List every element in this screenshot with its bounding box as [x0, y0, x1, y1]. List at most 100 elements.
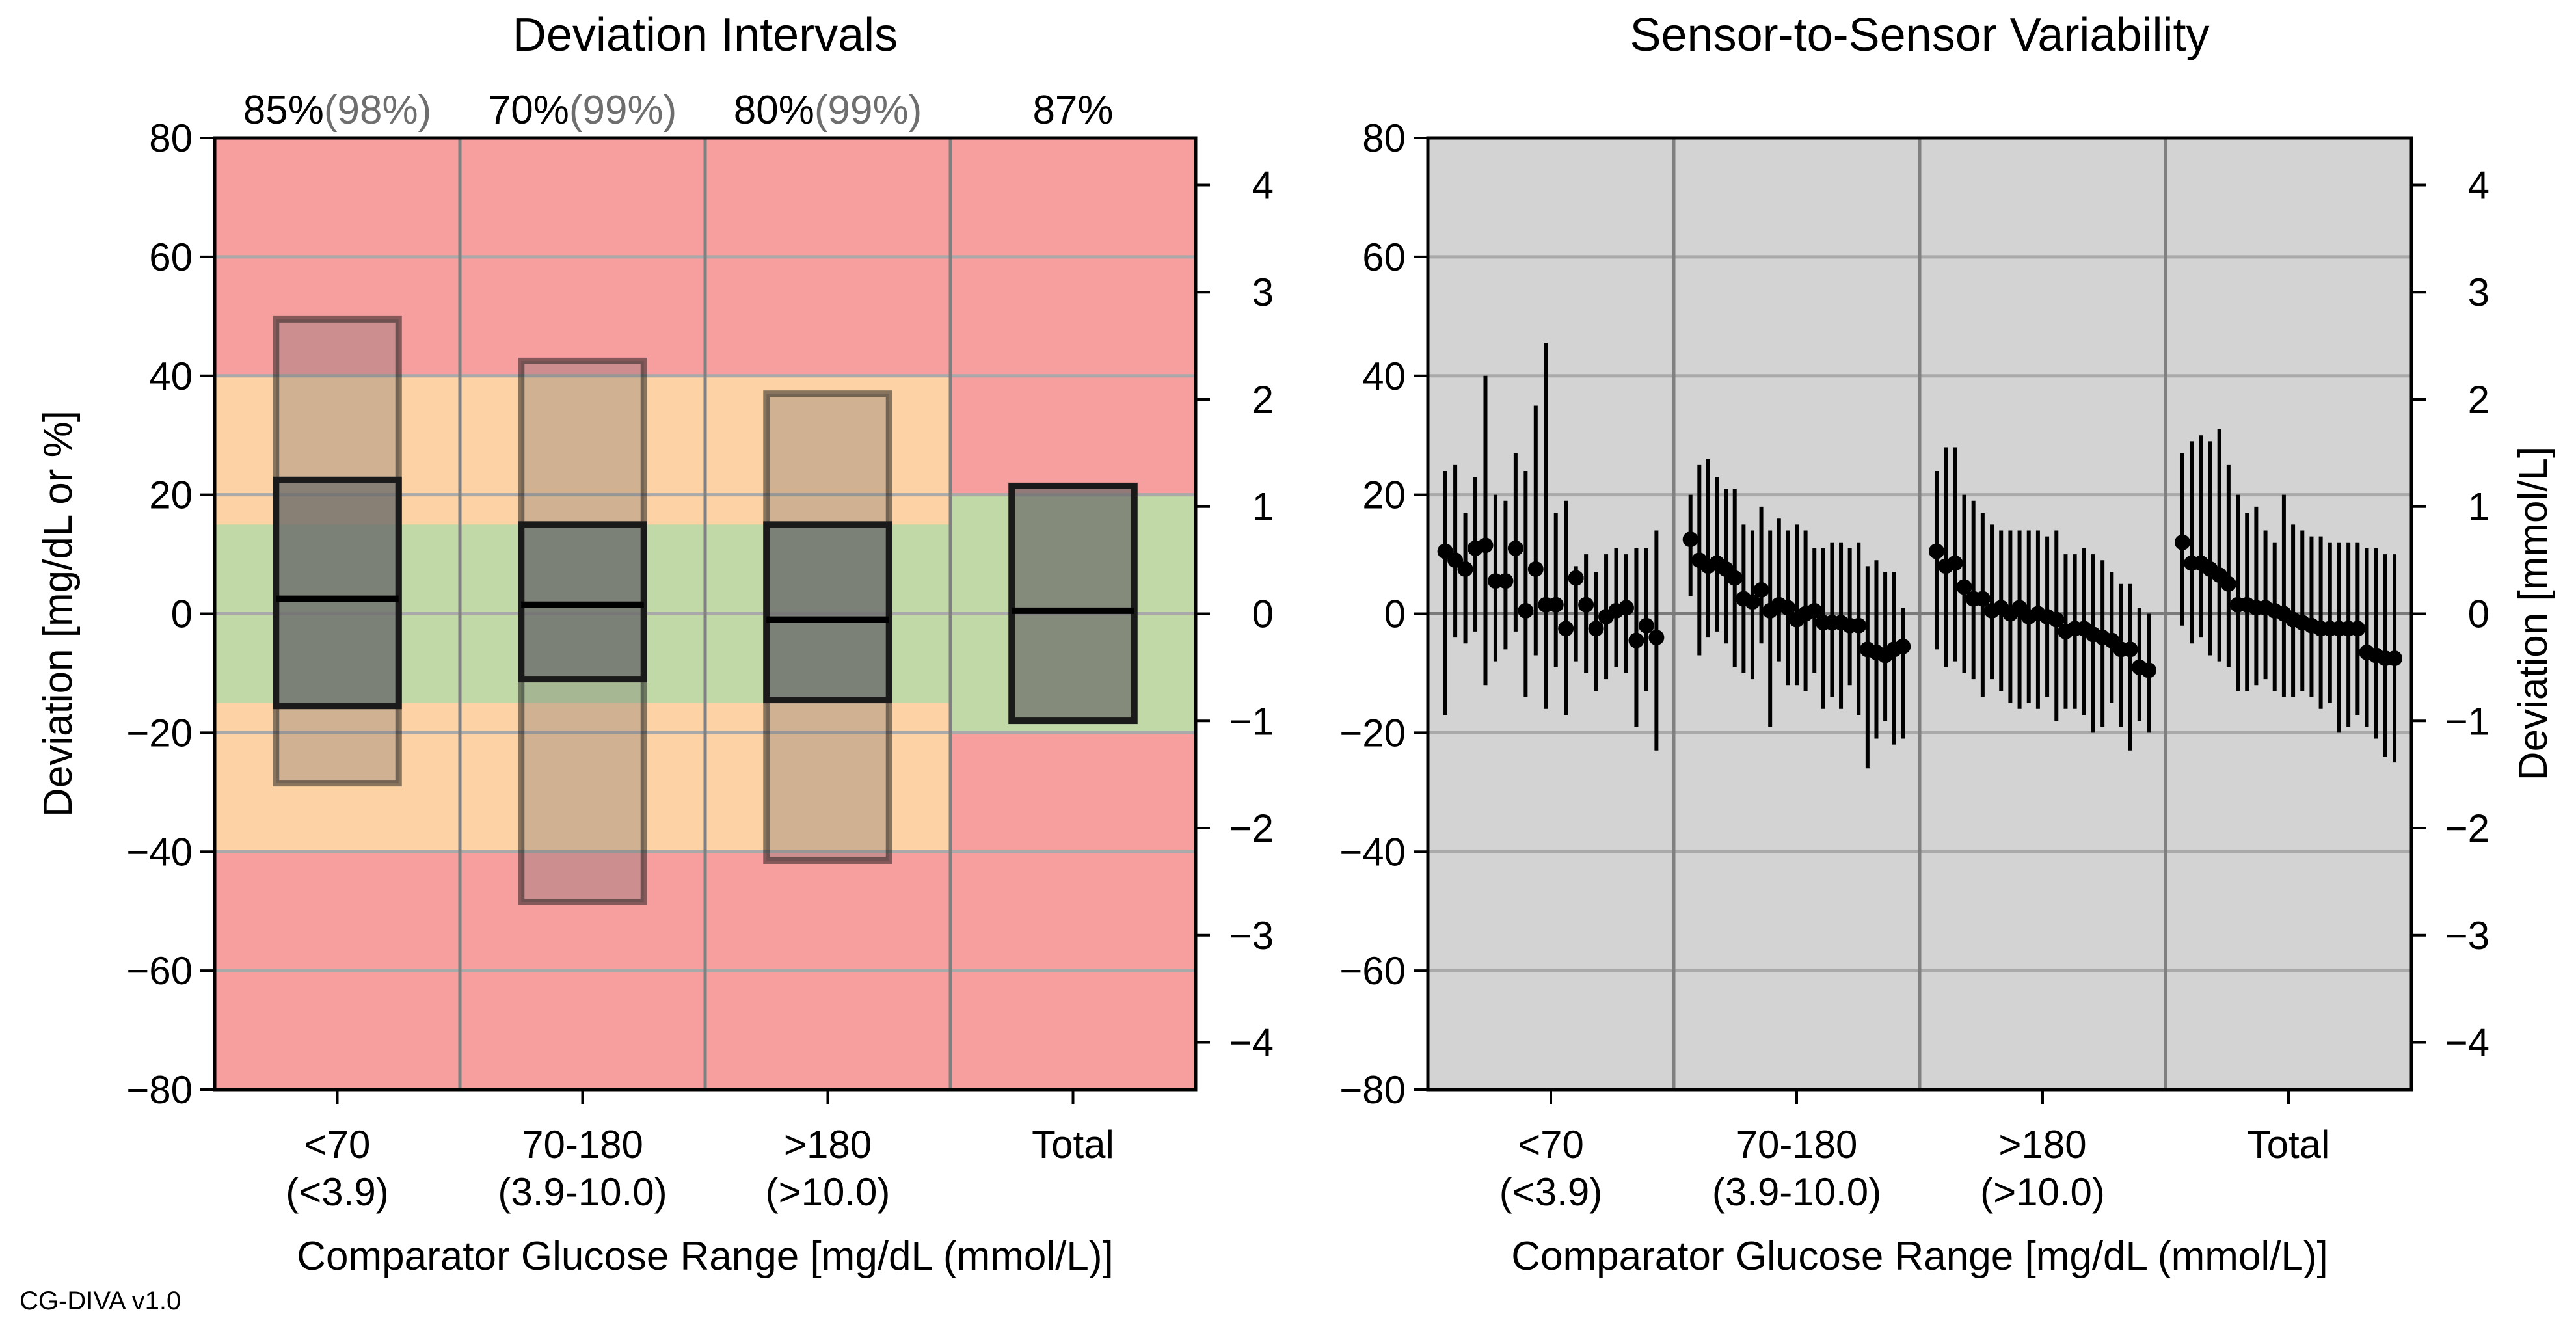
x-category-label: 70-180 [522, 1123, 643, 1166]
data-point [1753, 582, 1769, 598]
data-point [1497, 573, 1514, 589]
series-1 [1682, 459, 1911, 769]
x-category-sublabel: (3.9-10.0) [1712, 1170, 1881, 1214]
y-tick-label: 80 [149, 116, 193, 160]
secondary-tick-label: 0 [1252, 593, 1274, 636]
data-point [1548, 596, 1564, 613]
y-tick-label: −40 [1339, 830, 1406, 874]
x-category-sublabel: (>10.0) [766, 1170, 891, 1214]
y-tick-label: −80 [126, 1068, 193, 1112]
data-point [2174, 534, 2190, 550]
x-axis-label: Comparator Glucose Range [mg/dL (mmol/L)… [1511, 1234, 2328, 1279]
secondary-tick-label: 0 [2468, 593, 2489, 636]
coverage-main: 80% [734, 88, 814, 133]
y-axis-label-secondary: Deviation [mmol/L] [2511, 447, 2556, 781]
y-tick-label: −80 [1339, 1068, 1406, 1112]
data-point [1806, 602, 1823, 619]
data-point [1447, 552, 1464, 569]
coverage-main: 87% [1032, 88, 1113, 133]
x-category-label: Total [2247, 1123, 2330, 1166]
y-tick-label: 40 [1362, 355, 1406, 398]
y-tick-label: 20 [149, 474, 193, 517]
data-point [1682, 531, 1698, 548]
secondary-tick-label: −2 [2445, 807, 2489, 850]
data-point [1648, 630, 1665, 646]
y-tick-label: −40 [126, 830, 193, 874]
data-point [1507, 540, 1523, 556]
secondary-tick-label: 3 [1252, 271, 1274, 314]
chart-title: Sensor-to-Sensor Variability [1630, 9, 2209, 61]
secondary-tick-label: −2 [1229, 807, 1274, 850]
x-category-label: >180 [1998, 1123, 2086, 1166]
secondary-tick-label: 1 [1252, 485, 1274, 529]
series-0 [1437, 343, 1665, 751]
secondary-tick-label: −1 [1229, 699, 1274, 743]
coverage-main: 70% [489, 88, 569, 133]
version-footer: CG-DIVA v1.0 [20, 1287, 181, 1315]
x-category-label: 70-180 [1736, 1123, 1858, 1166]
data-point [2350, 621, 2366, 637]
coverage-secondary: (99%) [569, 88, 677, 133]
data-point [1618, 600, 1634, 616]
x-category-label: <70 [304, 1123, 371, 1166]
secondary-tick-label: −1 [2445, 699, 2489, 743]
secondary-tick-label: 3 [2468, 271, 2489, 314]
secondary-tick-label: 4 [1252, 163, 1274, 207]
data-point [1851, 617, 1867, 634]
data-point [1956, 579, 1972, 595]
coverage-percentage: 85%(98%) [243, 88, 431, 133]
inner-interval-box [273, 476, 402, 710]
x-category-label: <70 [1518, 1123, 1584, 1166]
data-point [2122, 641, 2138, 658]
y-tick-label: −20 [126, 711, 193, 755]
data-point [2387, 650, 2403, 667]
secondary-tick-label: −3 [1229, 914, 1274, 958]
data-point [1457, 561, 1473, 577]
y-tick-label: 20 [1362, 474, 1406, 517]
deviation-intervals-panel: Deviation Intervals806040200−20−40−60−80… [36, 9, 1274, 1279]
y-tick-label: −20 [1339, 711, 1406, 755]
inner-interval-box [763, 521, 892, 704]
data-point [1947, 555, 1963, 571]
y-tick-label: 0 [171, 593, 193, 636]
coverage-secondary: (98%) [324, 88, 431, 133]
x-category-label: >180 [784, 1123, 872, 1166]
y-tick-label: 0 [1384, 593, 1406, 636]
x-category-sublabel: (3.9-10.0) [498, 1170, 667, 1214]
y-tick-label: −60 [1339, 949, 1406, 993]
data-point [1558, 621, 1574, 637]
secondary-tick-label: 4 [2468, 163, 2489, 207]
secondary-tick-label: −3 [2445, 914, 2489, 958]
x-axis-label: Comparator Glucose Range [mg/dL (mmol/L)… [297, 1234, 1113, 1279]
y-tick-label: −60 [126, 949, 193, 993]
x-category-sublabel: (<3.9) [1499, 1170, 1602, 1214]
secondary-tick-label: −4 [2445, 1021, 2489, 1065]
coverage-secondary: (99%) [814, 88, 922, 133]
y-tick-label: 80 [1362, 116, 1406, 160]
data-point [1527, 561, 1544, 577]
sensor-variability-panel: Sensor-to-Sensor Variability806040200−20… [1339, 9, 2556, 1279]
data-point [2141, 662, 2157, 678]
x-category-label: Total [1032, 1123, 1114, 1166]
data-point [1780, 600, 1796, 616]
x-category-sublabel: (<3.9) [286, 1170, 388, 1214]
data-point [1628, 632, 1644, 649]
coverage-percentage: 87% [1032, 88, 1113, 133]
data-point [1974, 591, 1991, 607]
data-point [1744, 594, 1760, 610]
data-point [1578, 596, 1594, 613]
y-axis-label: Deviation [mg/dL or %] [36, 410, 81, 817]
data-point [1928, 543, 1944, 559]
inner-interval-box [1008, 482, 1138, 725]
data-point [1588, 621, 1604, 637]
data-point [1437, 543, 1453, 559]
secondary-tick-label: 2 [2468, 378, 2489, 422]
data-point [2048, 611, 2065, 628]
data-point [1568, 570, 1584, 586]
x-category-sublabel: (>10.0) [1980, 1170, 2105, 1214]
data-point [1895, 638, 1911, 654]
chart-title: Deviation Intervals [513, 9, 898, 61]
data-point [1726, 570, 1743, 586]
secondary-tick-label: 1 [2468, 485, 2489, 529]
